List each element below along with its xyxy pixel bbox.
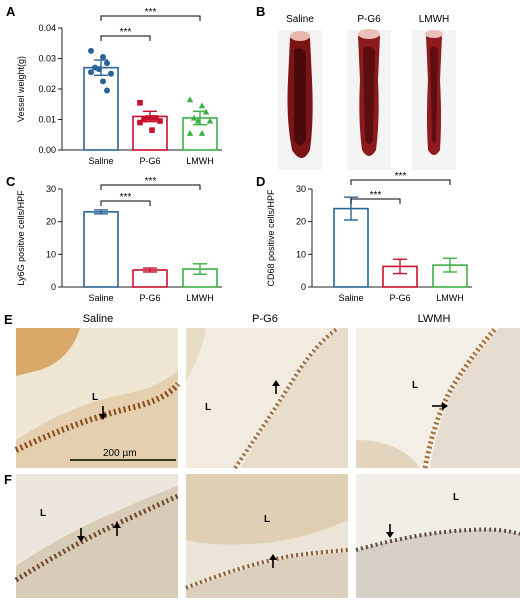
significance-label: *** <box>370 190 382 201</box>
data-point <box>198 129 206 136</box>
data-point <box>153 115 159 121</box>
significance-label: *** <box>145 176 157 187</box>
panel-letter-e: E <box>4 312 13 327</box>
significance-label: *** <box>395 171 407 182</box>
data-point <box>104 60 110 67</box>
ly6g-chart: 0 10 20 30 Ly6G positive cells/HPF Saline P-G6… <box>16 176 222 303</box>
y-tick-label: 10 <box>296 249 306 259</box>
panel-e-title-pg6: P-G6 <box>252 313 278 325</box>
data-point <box>100 78 106 85</box>
data-point <box>145 115 151 121</box>
y-tick-label: 10 <box>46 249 56 259</box>
panel-b-label-lmwh: LMWH <box>419 14 450 25</box>
micrograph-e-pg6: L <box>186 326 348 470</box>
lumen-label-e1: L <box>92 392 98 403</box>
data-point <box>157 118 163 124</box>
y-tick-label: 0.01 <box>38 115 56 125</box>
data-point <box>141 116 147 123</box>
lumen-label-f3: L <box>453 492 459 503</box>
y-tick-label: 0.03 <box>38 54 56 64</box>
y-tick-label: 0 <box>51 282 56 292</box>
y-tick-label: 0.00 <box>38 145 56 155</box>
data-point <box>108 70 114 77</box>
lumen-label-f2: L <box>264 514 270 525</box>
data-point <box>149 115 155 121</box>
x-tick-label: LMWH <box>436 293 464 303</box>
scale-bar-label: 200 µm <box>103 448 137 459</box>
significance-bracket <box>350 198 401 204</box>
data-point <box>100 53 106 60</box>
data-point <box>88 47 94 54</box>
y-tick-label: 20 <box>46 217 56 227</box>
y-axis-label: Ly6G positive cells/HPF <box>16 190 26 286</box>
thrombus-photo-saline <box>278 30 322 170</box>
significance-bracket <box>350 179 451 185</box>
significance-label: *** <box>120 27 132 38</box>
data-point <box>149 127 155 133</box>
data-point <box>202 108 210 115</box>
y-tick-label: 0.04 <box>38 23 56 33</box>
data-point <box>96 66 102 73</box>
vessel-weight-chart: 0.00 0.01 0.02 0.03 0.04 Vessel weight(g) Sali… <box>16 7 222 166</box>
x-tick-label: LMWH <box>186 293 214 303</box>
x-tick-label: Saline <box>88 156 113 166</box>
panel-c: C 0 10 20 30 Ly6G positive cells/HPF Saline P-… <box>6 174 222 303</box>
panel-e-title-saline: Saline <box>83 313 114 325</box>
data-point <box>206 117 214 124</box>
x-tick-label: P-G6 <box>139 156 160 166</box>
panel-b-label-saline: Saline <box>286 14 314 25</box>
panel-e-title-lwmh: LWMH <box>418 313 451 325</box>
x-tick-label: LMWH <box>186 156 214 166</box>
data-point <box>186 96 194 103</box>
panel-letter-c: C <box>6 174 16 189</box>
panel-letter-b: B <box>256 4 265 19</box>
micrograph-e-lwmh: L <box>356 326 520 469</box>
panel-f: F L L L <box>4 472 520 598</box>
data-point <box>137 119 143 126</box>
y-tick-label: 20 <box>296 217 306 227</box>
x-tick-label: P-G6 <box>389 293 410 303</box>
data-point <box>137 99 143 106</box>
thrombus-photo-pg6 <box>347 29 391 170</box>
data-point <box>186 129 194 136</box>
panel-letter-d: D <box>256 174 265 189</box>
bar-saline <box>83 211 119 288</box>
data-point <box>88 69 94 76</box>
panel-d: D 0 10 20 30 CD68 positive cells/HPF Saline P-… <box>256 171 472 303</box>
significance-bracket <box>100 35 151 41</box>
y-tick-label: 30 <box>46 184 56 194</box>
cd68-chart: 0 10 20 30 CD68 positive cells/HPF Saline P-G6… <box>266 171 472 303</box>
significance-label: *** <box>120 192 132 203</box>
significance-bracket <box>100 184 201 190</box>
x-tick-label: Saline <box>88 293 113 303</box>
micrograph-f-saline: L <box>14 474 180 598</box>
thrombus-photo-lmwh <box>412 30 456 170</box>
data-point <box>104 87 110 94</box>
x-tick-label: P-G6 <box>139 293 160 303</box>
lumen-label-e3: L <box>412 380 418 391</box>
panel-a: A 0.00 0.01 0.02 0.03 0.04 Vessel weight(g) Sa… <box>6 4 222 166</box>
lumen-label-f1: L <box>40 508 46 519</box>
data-point <box>194 117 202 124</box>
lumen-label-e2: L <box>205 402 211 413</box>
panel-b-label-pg6: P-G6 <box>357 14 381 25</box>
micrograph-f-pg6: L <box>185 474 349 598</box>
significance-label: *** <box>145 7 157 18</box>
x-tick-label: Saline <box>338 293 363 303</box>
y-axis-label: CD68 positive cells/HPF <box>266 189 276 287</box>
y-axis-label: Vessel weight(g) <box>16 56 26 122</box>
y-tick-label: 30 <box>296 184 306 194</box>
panel-b: B Saline P-G6 LMWH <box>256 4 456 170</box>
data-point <box>190 114 198 121</box>
data-point <box>198 102 206 109</box>
y-tick-label: 0.02 <box>38 84 56 94</box>
micrograph-f-lmwh: L <box>355 474 520 598</box>
panel-letter-f: F <box>4 472 12 487</box>
y-tick-label: 0 <box>301 282 306 292</box>
significance-bracket <box>100 15 201 21</box>
panel-letter-a: A <box>6 4 16 19</box>
micrograph-e-saline: L 200 µm <box>14 328 181 468</box>
significance-bracket <box>100 200 151 206</box>
panel-e: E Saline P-G6 LWMH L 200 µm L L <box>4 312 520 470</box>
